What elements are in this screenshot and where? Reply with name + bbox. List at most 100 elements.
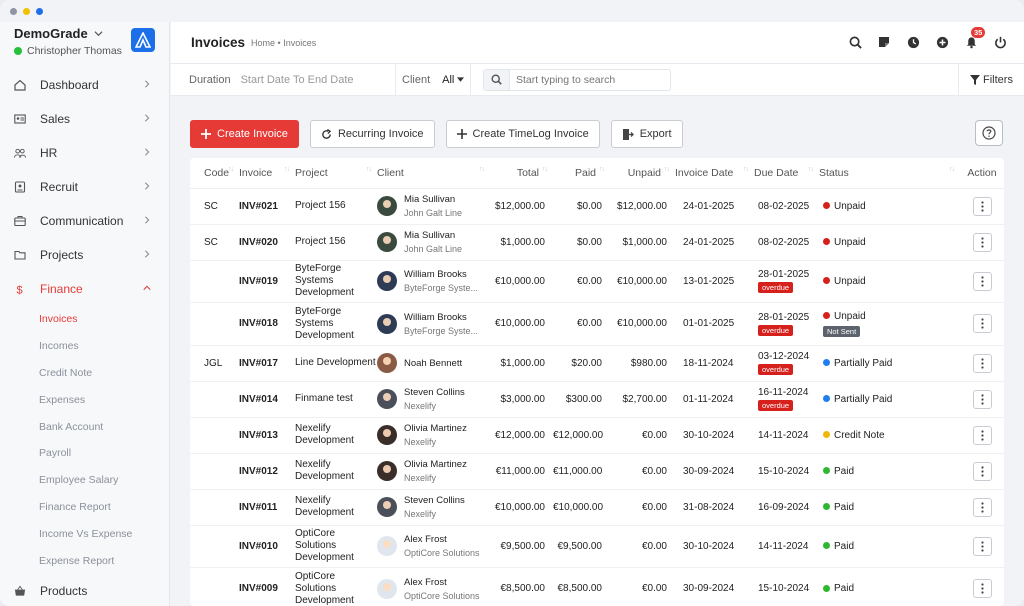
invoice-number-link[interactable]: INV#009 <box>239 567 295 606</box>
company-switcher[interactable]: DemoGrade Christopher Thomas <box>0 22 169 62</box>
client-name[interactable]: William Brooks <box>404 269 467 280</box>
row-actions-menu-button[interactable] <box>972 536 992 556</box>
client-name[interactable]: Olivia Martinez <box>404 423 467 434</box>
client-name[interactable]: William Brooks <box>404 311 467 323</box>
submenu-item-invoices[interactable]: Invoices <box>39 313 78 326</box>
table-row[interactable]: INV#014 Finmane test Steven Collins Nexelif… <box>190 381 1004 418</box>
row-actions-menu-button[interactable] <box>972 196 992 216</box>
column-header-due-date[interactable]: Due Date ↑↓ <box>754 158 819 189</box>
search-icon[interactable] <box>847 34 863 50</box>
window-dot-icon[interactable] <box>10 7 17 15</box>
project-link[interactable]: Nexelify Development <box>295 423 354 446</box>
search-input[interactable] <box>510 73 668 86</box>
add-circle-icon[interactable] <box>934 34 950 50</box>
sidebar-item-hr[interactable]: HR <box>0 136 169 170</box>
avatar[interactable] <box>377 353 397 373</box>
invoice-number-link[interactable]: INV#021 <box>239 188 295 225</box>
row-actions-menu-button[interactable] <box>972 425 992 445</box>
window-dot-icon[interactable] <box>36 7 43 15</box>
column-header-status[interactable]: Status ↑↓ <box>819 158 960 189</box>
table-row[interactable]: INV#012 Nexelify Development Olivia Martin… <box>190 453 1004 490</box>
table-row[interactable]: SC INV#021 Project 156 Mia Sullivan John Gal… <box>190 188 1004 225</box>
duration-filter[interactable]: Duration Start Date To End Date <box>171 64 396 95</box>
table-row[interactable]: INV#009 OptiCore Solutions Development Ale… <box>190 567 1004 606</box>
client-name[interactable]: Steven Collins <box>404 387 465 398</box>
invoice-number-link[interactable]: INV#012 <box>239 453 295 490</box>
invoice-number-link[interactable]: INV#011 <box>239 489 295 526</box>
project-link[interactable]: Project 156 <box>295 200 346 211</box>
row-actions-menu-button[interactable] <box>972 389 992 409</box>
column-header-invoice-date[interactable]: Invoice Date ↑↓ <box>675 158 754 189</box>
project-link[interactable]: OptiCore Solutions Development <box>295 570 354 606</box>
avatar[interactable] <box>377 389 397 409</box>
column-header-total[interactable]: Total ↑↓ <box>490 158 553 189</box>
table-row[interactable]: INV#010 OptiCore Solutions Development Ale… <box>190 525 1004 568</box>
row-actions-menu-button[interactable] <box>972 232 992 252</box>
avatar[interactable] <box>377 196 397 216</box>
project-link[interactable]: ByteForge Systems Development <box>295 263 354 298</box>
table-row[interactable]: INV#013 Nexelify Development Olivia Martin… <box>190 417 1004 454</box>
sidebar-item-projects[interactable]: Projects <box>0 238 169 272</box>
client-select[interactable]: All <box>442 73 455 86</box>
client-name[interactable]: Mia Sullivan <box>404 194 456 205</box>
column-header-code[interactable]: Code ↑↓ <box>190 158 239 189</box>
column-header-paid[interactable]: Paid ↑↓ <box>553 158 610 189</box>
row-actions-menu-button[interactable] <box>972 579 992 598</box>
row-actions-menu-button[interactable] <box>972 314 992 333</box>
project-link[interactable]: Project 156 <box>295 236 346 247</box>
column-header-invoice[interactable]: Invoice ↑↓ <box>239 158 295 189</box>
client-name[interactable]: Mia Sullivan <box>404 230 456 241</box>
submenu-item-finance-report[interactable]: Finance Report <box>39 500 111 513</box>
sticky-note-icon[interactable] <box>876 34 892 50</box>
help-button[interactable] <box>975 120 1003 146</box>
submenu-item-payroll[interactable]: Payroll <box>39 447 72 460</box>
avatar[interactable] <box>377 497 397 517</box>
project-link[interactable]: Finmane test <box>295 393 353 404</box>
sidebar-item-communication[interactable]: Communication <box>0 204 169 238</box>
avatar[interactable] <box>377 232 397 252</box>
submenu-item-income-vs-expense[interactable]: Income Vs Expense <box>39 527 133 540</box>
sidebar-item-dashboard[interactable]: Dashboard <box>0 68 169 102</box>
row-actions-menu-button[interactable] <box>972 497 992 517</box>
table-row[interactable]: JGL INV#017 Line Development Noah Bennett $1… <box>190 345 1004 382</box>
filters-button[interactable]: Filters <box>958 64 1024 95</box>
create-invoice-button[interactable]: Create Invoice <box>190 120 299 148</box>
bell-icon[interactable]: 35 <box>963 27 986 50</box>
project-link[interactable]: Nexelify Development <box>295 495 354 518</box>
sidebar-item-sales[interactable]: Sales <box>0 102 169 136</box>
client-name[interactable]: Steven Collins <box>404 495 465 506</box>
submenu-item-expenses[interactable]: Expenses <box>39 393 86 406</box>
row-actions-menu-button[interactable] <box>972 353 992 373</box>
invoice-number-link[interactable]: INV#018 <box>239 302 295 346</box>
client-name[interactable]: Alex Frost <box>404 534 447 545</box>
submenu-item-incomes[interactable]: Incomes <box>39 340 79 353</box>
power-icon[interactable] <box>992 34 1008 50</box>
table-row[interactable]: INV#019 ByteForge Systems Development Will… <box>190 260 1004 303</box>
invoice-number-link[interactable]: INV#019 <box>239 260 295 303</box>
create-timelog-invoice-button[interactable]: Create TimeLog Invoice <box>445 120 600 148</box>
breadcrumb[interactable]: Home • Invoices <box>251 38 317 48</box>
project-link[interactable]: Nexelify Development <box>295 459 354 482</box>
row-actions-menu-button[interactable] <box>972 271 992 291</box>
column-header-client[interactable]: Client ↑↓ <box>377 158 490 189</box>
row-actions-menu-button[interactable] <box>972 461 992 481</box>
avatar[interactable] <box>377 461 397 481</box>
sidebar-item-recruit[interactable]: Recruit <box>0 170 169 204</box>
column-header-unpaid[interactable]: Unpaid ↑↓ <box>610 158 675 189</box>
table-row[interactable]: INV#011 Nexelify Development Steven Collin… <box>190 489 1004 526</box>
avatar[interactable] <box>377 425 397 445</box>
project-link[interactable]: OptiCore Solutions Development <box>295 528 354 563</box>
client-name[interactable]: Noah Bennett <box>404 357 463 369</box>
invoice-number-link[interactable]: INV#010 <box>239 525 295 568</box>
clock-icon[interactable] <box>905 34 921 50</box>
sidebar-item-finance[interactable]: $ Finance <box>0 272 169 306</box>
invoice-number-link[interactable]: INV#017 <box>239 345 295 382</box>
avatar[interactable] <box>377 536 397 556</box>
table-row[interactable]: SC INV#020 Project 156 Mia Sullivan John Gal… <box>190 224 1004 261</box>
window-dot-icon[interactable] <box>23 7 30 15</box>
recurring-invoice-button[interactable]: Recurring Invoice <box>309 120 435 148</box>
invoice-number-link[interactable]: INV#013 <box>239 417 295 454</box>
client-name[interactable]: Alex Frost <box>404 576 447 588</box>
submenu-item-expense-report[interactable]: Expense Report <box>39 554 115 567</box>
submenu-item-credit-note[interactable]: Credit Note <box>39 366 93 379</box>
